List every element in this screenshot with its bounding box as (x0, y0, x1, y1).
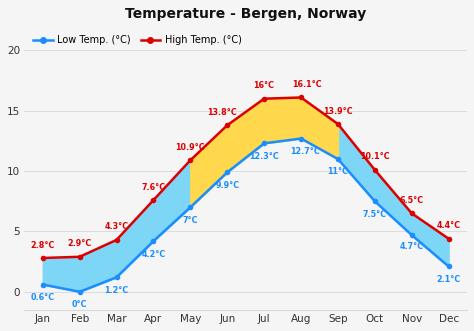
Text: 4.3°C: 4.3°C (105, 222, 128, 231)
High Temp. (°C) (224, 123, 230, 127)
Text: 16°C: 16°C (254, 81, 274, 90)
High Temp. (°C) (372, 168, 378, 172)
Low Temp. (°C) (335, 157, 341, 161)
Text: 7.5°C: 7.5°C (363, 210, 387, 219)
Low Temp. (°C) (77, 290, 82, 294)
Text: 9.9°C: 9.9°C (215, 181, 239, 190)
Line: High Temp. (°C): High Temp. (°C) (40, 95, 451, 261)
Text: 12.7°C: 12.7°C (290, 147, 319, 156)
High Temp. (°C) (446, 237, 451, 241)
Text: 10.9°C: 10.9°C (175, 143, 205, 152)
High Temp. (°C) (77, 255, 82, 259)
High Temp. (°C) (151, 198, 156, 202)
Text: 7.6°C: 7.6°C (141, 183, 165, 192)
Low Temp. (°C) (188, 205, 193, 209)
Low Temp. (°C) (114, 275, 119, 279)
Text: 4.2°C: 4.2°C (141, 250, 165, 259)
Text: 0.6°C: 0.6°C (31, 293, 55, 302)
High Temp. (°C) (298, 96, 304, 100)
Text: 2.9°C: 2.9°C (68, 239, 92, 248)
Low Temp. (°C) (261, 141, 267, 145)
Title: Temperature - Bergen, Norway: Temperature - Bergen, Norway (125, 7, 366, 21)
Text: 2.1°C: 2.1°C (437, 275, 461, 284)
Text: 12.3°C: 12.3°C (249, 152, 279, 161)
Text: 13.9°C: 13.9°C (323, 107, 353, 116)
Low Temp. (°C) (298, 136, 304, 140)
Text: 1.2°C: 1.2°C (104, 286, 129, 295)
High Temp. (°C) (409, 212, 415, 215)
High Temp. (°C) (261, 97, 267, 101)
High Temp. (°C) (114, 238, 119, 242)
Text: 6.5°C: 6.5°C (400, 196, 424, 205)
Low Temp. (°C) (151, 239, 156, 243)
Text: 4.7°C: 4.7°C (400, 242, 424, 251)
High Temp. (°C) (335, 122, 341, 126)
High Temp. (°C) (40, 256, 46, 260)
Text: 11°C: 11°C (328, 167, 348, 176)
Text: 2.8°C: 2.8°C (31, 241, 55, 250)
Low Temp. (°C) (40, 283, 46, 287)
Legend: Low Temp. (°C), High Temp. (°C): Low Temp. (°C), High Temp. (°C) (29, 31, 246, 49)
Text: 10.1°C: 10.1°C (360, 153, 390, 162)
Low Temp. (°C) (372, 199, 378, 203)
Text: 13.8°C: 13.8°C (207, 108, 237, 117)
Text: 0°C: 0°C (72, 300, 87, 309)
High Temp. (°C) (188, 158, 193, 162)
Line: Low Temp. (°C): Low Temp. (°C) (40, 136, 451, 295)
Text: 4.4°C: 4.4°C (437, 221, 461, 230)
Low Temp. (°C) (409, 233, 415, 237)
Text: 16.1°C: 16.1°C (292, 80, 321, 89)
Low Temp. (°C) (224, 170, 230, 174)
Text: 7°C: 7°C (182, 216, 198, 225)
Low Temp. (°C) (446, 264, 451, 268)
